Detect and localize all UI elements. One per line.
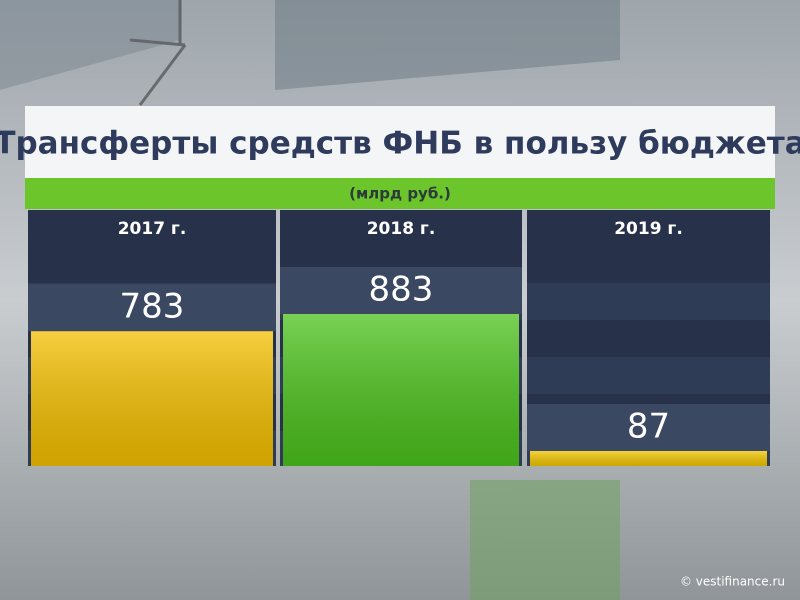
column-header [527, 210, 770, 246]
value-label: 87 [627, 407, 670, 447]
column-band [527, 246, 770, 283]
value-label: 783 [120, 287, 185, 327]
label-band [527, 404, 770, 452]
column-band [527, 320, 770, 357]
label-band [28, 284, 276, 332]
subtitle: (млрд руб.) [349, 185, 451, 203]
chart-title: Трансферты средств ФНБ в пользу бюджета [0, 126, 800, 162]
title-panel [25, 106, 775, 180]
column-band [527, 357, 770, 394]
x-tick-label: 2017 г. [118, 219, 187, 239]
bar-shade [530, 451, 767, 466]
bar-shade [31, 331, 273, 466]
subtitle-strip [25, 178, 775, 209]
label-band [280, 267, 522, 314]
column-header [280, 210, 522, 246]
x-tick-label: 2018 г. [367, 219, 436, 239]
scene-decor [0, 0, 620, 600]
column-header [28, 210, 276, 246]
bar-shade [283, 314, 519, 466]
column-band [527, 283, 770, 320]
source: © vestifinance.ru [680, 575, 785, 589]
x-tick-label: 2019 г. [614, 219, 683, 239]
column-band [28, 246, 276, 283]
value-label: 883 [369, 270, 434, 310]
